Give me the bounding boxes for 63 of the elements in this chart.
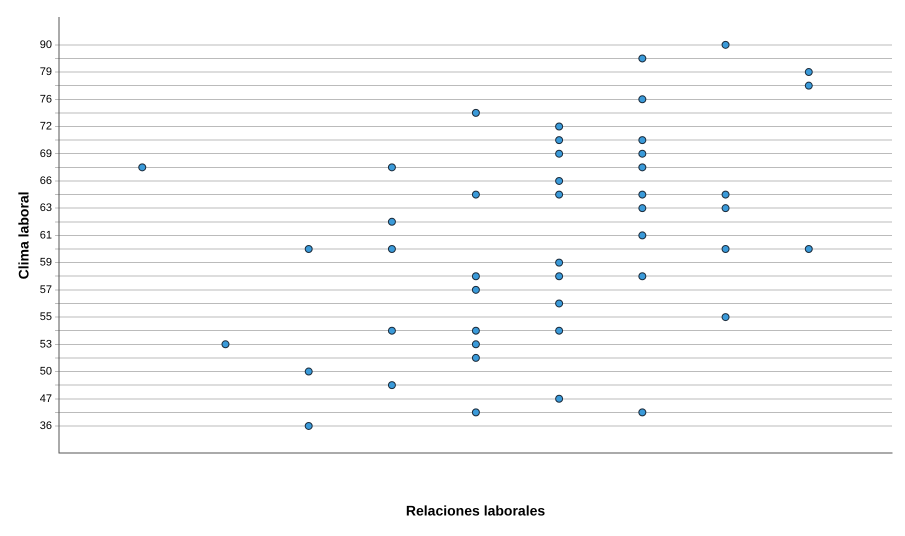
point — [638, 150, 646, 158]
point — [638, 272, 646, 280]
point — [388, 163, 396, 172]
point — [555, 394, 564, 403]
y-tick-label: 47 — [40, 392, 52, 405]
point — [722, 313, 730, 322]
point — [472, 408, 480, 416]
y-tick-label: 63 — [40, 202, 52, 214]
point — [804, 82, 813, 90]
point — [555, 122, 564, 130]
point — [472, 354, 480, 362]
point — [555, 326, 564, 335]
point — [638, 163, 646, 172]
y-tick-label: 72 — [40, 120, 52, 133]
point — [472, 340, 480, 348]
point — [638, 54, 646, 62]
y-axis-title: Clima laboral — [15, 191, 32, 280]
point — [555, 150, 564, 158]
point — [638, 95, 646, 104]
point — [304, 368, 313, 376]
y-tick-label: 50 — [40, 366, 52, 378]
point — [555, 299, 564, 308]
point — [555, 272, 564, 280]
point — [388, 245, 396, 254]
y-tick-label: 53 — [40, 338, 52, 350]
point — [722, 40, 730, 49]
point — [804, 245, 813, 254]
point — [555, 176, 564, 185]
point — [472, 108, 480, 117]
point — [472, 286, 480, 294]
point — [555, 258, 564, 267]
point — [722, 190, 730, 199]
point — [555, 136, 564, 144]
point — [722, 204, 730, 212]
y-tick-label: 36 — [40, 420, 52, 432]
y-tick-label: 59 — [40, 256, 52, 269]
point — [472, 272, 480, 280]
point — [472, 190, 480, 199]
y-tick-label: 66 — [40, 174, 52, 187]
point — [638, 408, 646, 416]
y-tick-label: 61 — [40, 229, 52, 242]
y-tick-label: 79 — [40, 66, 52, 78]
point — [221, 340, 230, 348]
point — [804, 68, 813, 76]
point — [388, 218, 396, 226]
point — [638, 231, 646, 240]
point — [638, 190, 646, 199]
point — [388, 381, 396, 390]
point — [304, 422, 313, 430]
point — [638, 136, 646, 144]
point — [138, 163, 146, 172]
point — [722, 245, 730, 254]
point — [304, 245, 313, 254]
point — [555, 190, 564, 199]
y-tick-label: 55 — [40, 311, 52, 324]
point — [388, 326, 396, 335]
x-axis-title: Relaciones laborales — [406, 502, 546, 518]
y-tick-label: 57 — [40, 284, 52, 296]
y-tick-label: 69 — [40, 148, 52, 160]
point — [638, 204, 646, 212]
y-tick-label: 76 — [40, 93, 52, 106]
point — [472, 326, 480, 335]
y-tick-label: 90 — [40, 38, 52, 51]
